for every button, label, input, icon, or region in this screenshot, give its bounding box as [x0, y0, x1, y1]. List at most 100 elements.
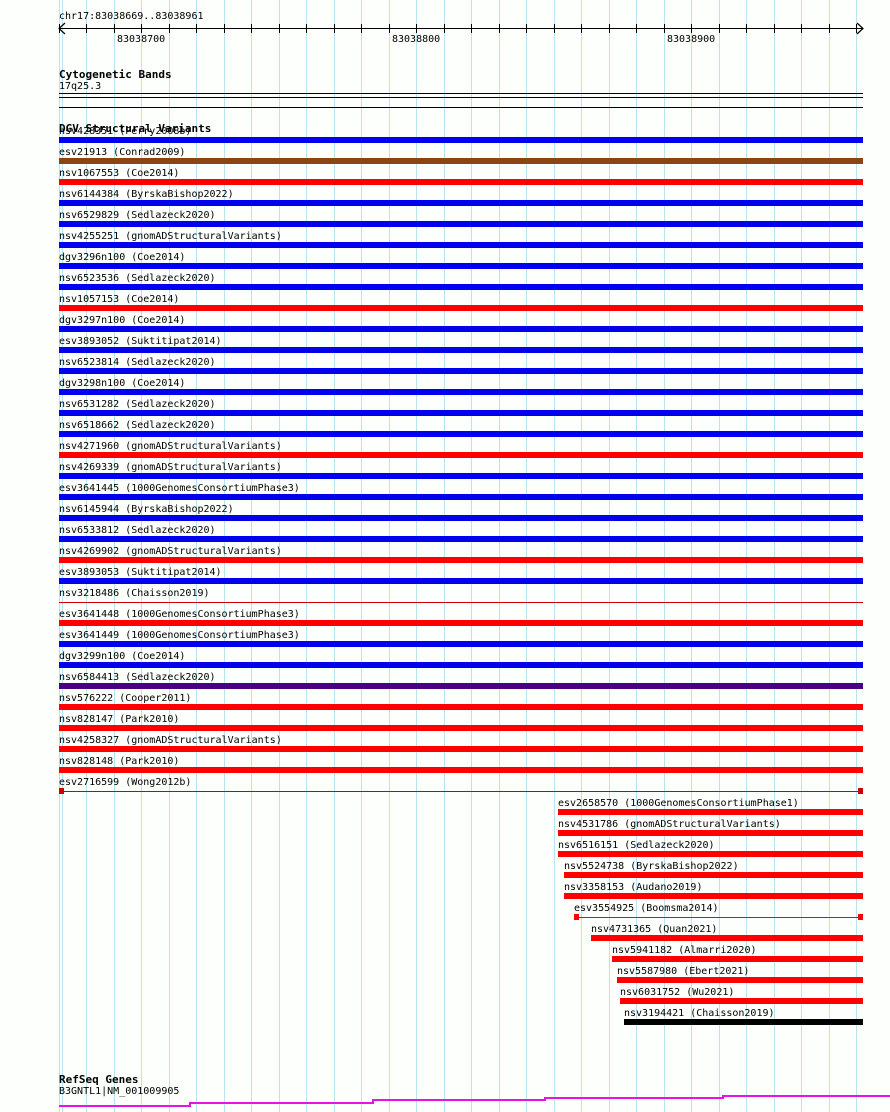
- dgv-feature-bar[interactable]: [59, 620, 863, 626]
- dgv-feature-endpoint-left[interactable]: [59, 788, 64, 794]
- dgv-feature-line[interactable]: [574, 917, 863, 918]
- dgv-feature-bar[interactable]: [59, 662, 863, 668]
- dgv-feature-label[interactable]: nsv828147 (Park2010): [59, 714, 180, 725]
- dgv-feature-bar[interactable]: [59, 746, 863, 752]
- refseq-gene-label[interactable]: B3GNTL1|NM_001009905: [59, 1086, 180, 1097]
- dgv-feature-label[interactable]: esv3893053 (Suktitipat2014): [59, 567, 222, 578]
- dgv-feature-bar[interactable]: [59, 578, 863, 584]
- pan-right-arrow-icon[interactable]: [856, 22, 864, 35]
- dgv-feature-label[interactable]: esv3641445 (1000GenomesConsortiumPhase3): [59, 483, 300, 494]
- dgv-feature-label[interactable]: nsv1057153 (Coe2014): [59, 294, 180, 305]
- dgv-feature-label[interactable]: nsv428351 (Perry2008b): [59, 126, 192, 137]
- dgv-feature-bar[interactable]: [59, 368, 863, 374]
- dgv-feature-label[interactable]: nsv6523536 (Sedlazeck2020): [59, 273, 216, 284]
- dgv-feature-label[interactable]: nsv5587980 (Ebert2021): [617, 966, 750, 977]
- dgv-feature-bar[interactable]: [59, 536, 863, 542]
- dgv-feature-bar[interactable]: [59, 494, 863, 500]
- dgv-feature-bar[interactable]: [564, 893, 863, 899]
- dgv-feature-label[interactable]: nsv6145944 (ByrskaBishop2022): [59, 504, 234, 515]
- dgv-feature-bar[interactable]: [558, 809, 863, 815]
- dgv-feature-label[interactable]: dgv3296n100 (Coe2014): [59, 252, 186, 263]
- dgv-feature-bar[interactable]: [59, 389, 863, 395]
- dgv-feature-label[interactable]: nsv4531786 (gnomADStructuralVariants): [558, 819, 781, 830]
- dgv-feature-endpoint-right[interactable]: [858, 914, 863, 920]
- dgv-feature-label[interactable]: dgv3298n100 (Coe2014): [59, 378, 186, 389]
- dgv-feature-bar[interactable]: [59, 200, 863, 206]
- dgv-feature-bar[interactable]: [620, 998, 863, 1004]
- dgv-feature-label[interactable]: nsv6529829 (Sedlazeck2020): [59, 210, 216, 221]
- dgv-feature-label[interactable]: nsv5524738 (ByrskaBishop2022): [564, 861, 739, 872]
- dgv-feature-bar[interactable]: [59, 326, 863, 332]
- dgv-feature-bar[interactable]: [59, 557, 863, 563]
- dgv-feature-bar[interactable]: [59, 431, 863, 437]
- dgv-feature-label[interactable]: nsv6523814 (Sedlazeck2020): [59, 357, 216, 368]
- dgv-feature-bar[interactable]: [612, 956, 863, 962]
- dgv-feature-label[interactable]: nsv4255251 (gnomADStructuralVariants): [59, 231, 282, 242]
- dgv-feature-label[interactable]: nsv4731365 (Quan2021): [591, 924, 718, 935]
- refseq-exon-segment[interactable]: [722, 1095, 890, 1097]
- dgv-feature-label[interactable]: nsv6031752 (Wu2021): [620, 987, 735, 998]
- dgv-feature-label[interactable]: nsv6584413 (Sedlazeck2020): [59, 672, 216, 683]
- dgv-feature-line[interactable]: [59, 602, 863, 603]
- dgv-feature-label[interactable]: dgv3299n100 (Coe2014): [59, 651, 186, 662]
- dgv-feature-bar[interactable]: [617, 977, 863, 983]
- dgv-feature-label[interactable]: nsv6518662 (Sedlazeck2020): [59, 420, 216, 431]
- dgv-feature-bar[interactable]: [59, 410, 863, 416]
- dgv-feature-bar[interactable]: [59, 137, 863, 143]
- dgv-feature-label[interactable]: esv3641448 (1000GenomesConsortiumPhase3): [59, 609, 300, 620]
- dgv-feature-label[interactable]: esv3893052 (Suktitipat2014): [59, 336, 222, 347]
- dgv-feature-endpoint-left[interactable]: [574, 914, 579, 920]
- dgv-feature-bar[interactable]: [59, 284, 863, 290]
- dgv-feature-bar[interactable]: [624, 1019, 863, 1025]
- dgv-feature-label[interactable]: dgv3297n100 (Coe2014): [59, 315, 186, 326]
- dgv-feature-bar[interactable]: [59, 641, 863, 647]
- dgv-feature-bar[interactable]: [558, 851, 863, 857]
- dgv-feature-label[interactable]: nsv3194421 (Chaisson2019): [624, 1008, 775, 1019]
- dgv-feature-label[interactable]: nsv6533812 (Sedlazeck2020): [59, 525, 216, 536]
- dgv-feature-bar[interactable]: [59, 767, 863, 773]
- dgv-feature-label[interactable]: nsv4269339 (gnomADStructuralVariants): [59, 462, 282, 473]
- dgv-feature-bar[interactable]: [59, 158, 863, 164]
- dgv-feature-bar[interactable]: [564, 872, 863, 878]
- dgv-feature-label[interactable]: nsv1067553 (Coe2014): [59, 168, 180, 179]
- dgv-feature-bar[interactable]: [59, 515, 863, 521]
- dgv-feature-bar[interactable]: [59, 305, 863, 311]
- dgv-feature-label[interactable]: nsv4258327 (gnomADStructuralVariants): [59, 735, 282, 746]
- dgv-feature-label[interactable]: esv2716599 (Wong2012b): [59, 777, 192, 788]
- refseq-exon-segment[interactable]: [189, 1102, 372, 1104]
- dgv-feature-bar[interactable]: [59, 683, 863, 689]
- dgv-feature-label[interactable]: nsv3218486 (Chaisson2019): [59, 588, 210, 599]
- dgv-feature-label[interactable]: esv2658570 (1000GenomesConsortiumPhase1): [558, 798, 799, 809]
- dgv-feature-bar[interactable]: [59, 263, 863, 269]
- dgv-feature-label[interactable]: nsv6531282 (Sedlazeck2020): [59, 399, 216, 410]
- dgv-feature-label[interactable]: nsv6516151 (Sedlazeck2020): [558, 840, 715, 851]
- dgv-feature-endpoint-right[interactable]: [858, 788, 863, 794]
- dgv-feature-label[interactable]: esv3641449 (1000GenomesConsortiumPhase3): [59, 630, 300, 641]
- dgv-feature-label[interactable]: nsv3358153 (Audano2019): [564, 882, 703, 893]
- dgv-feature-bar[interactable]: [59, 179, 863, 185]
- dgv-feature-label[interactable]: esv21913 (Conrad2009): [59, 147, 186, 158]
- ruler-tick: [196, 24, 197, 33]
- dgv-feature-label[interactable]: nsv4271960 (gnomADStructuralVariants): [59, 441, 282, 452]
- refseq-exon-segment[interactable]: [372, 1099, 544, 1101]
- dgv-feature-bar[interactable]: [591, 935, 863, 941]
- refseq-exon-segment[interactable]: [59, 1105, 189, 1107]
- dgv-feature-label[interactable]: nsv5941182 (Almarri2020): [612, 945, 757, 956]
- dgv-feature-label[interactable]: nsv828148 (Park2010): [59, 756, 180, 767]
- dgv-feature-bar[interactable]: [59, 452, 863, 458]
- dgv-feature-line[interactable]: [59, 791, 863, 792]
- dgv-feature-bar[interactable]: [558, 830, 863, 836]
- dgv-feature-bar[interactable]: [59, 704, 863, 710]
- dgv-feature-label[interactable]: nsv4269902 (gnomADStructuralVariants): [59, 546, 282, 557]
- dgv-feature-bar[interactable]: [59, 221, 863, 227]
- dgv-feature-label[interactable]: nsv576222 (Cooper2011): [59, 693, 192, 704]
- dgv-feature-bar[interactable]: [59, 347, 863, 353]
- dgv-feature-bar[interactable]: [59, 725, 863, 731]
- dgv-feature-bar[interactable]: [59, 242, 863, 248]
- dgv-feature-bar[interactable]: [59, 473, 863, 479]
- dgv-feature-label[interactable]: nsv6144384 (ByrskaBishop2022): [59, 189, 234, 200]
- ruler-tick: [416, 24, 417, 33]
- refseq-exon-segment[interactable]: [544, 1097, 722, 1099]
- cytoband-label[interactable]: 17q25.3: [59, 81, 102, 92]
- dgv-feature-label[interactable]: esv3554925 (Boomsma2014): [574, 903, 719, 914]
